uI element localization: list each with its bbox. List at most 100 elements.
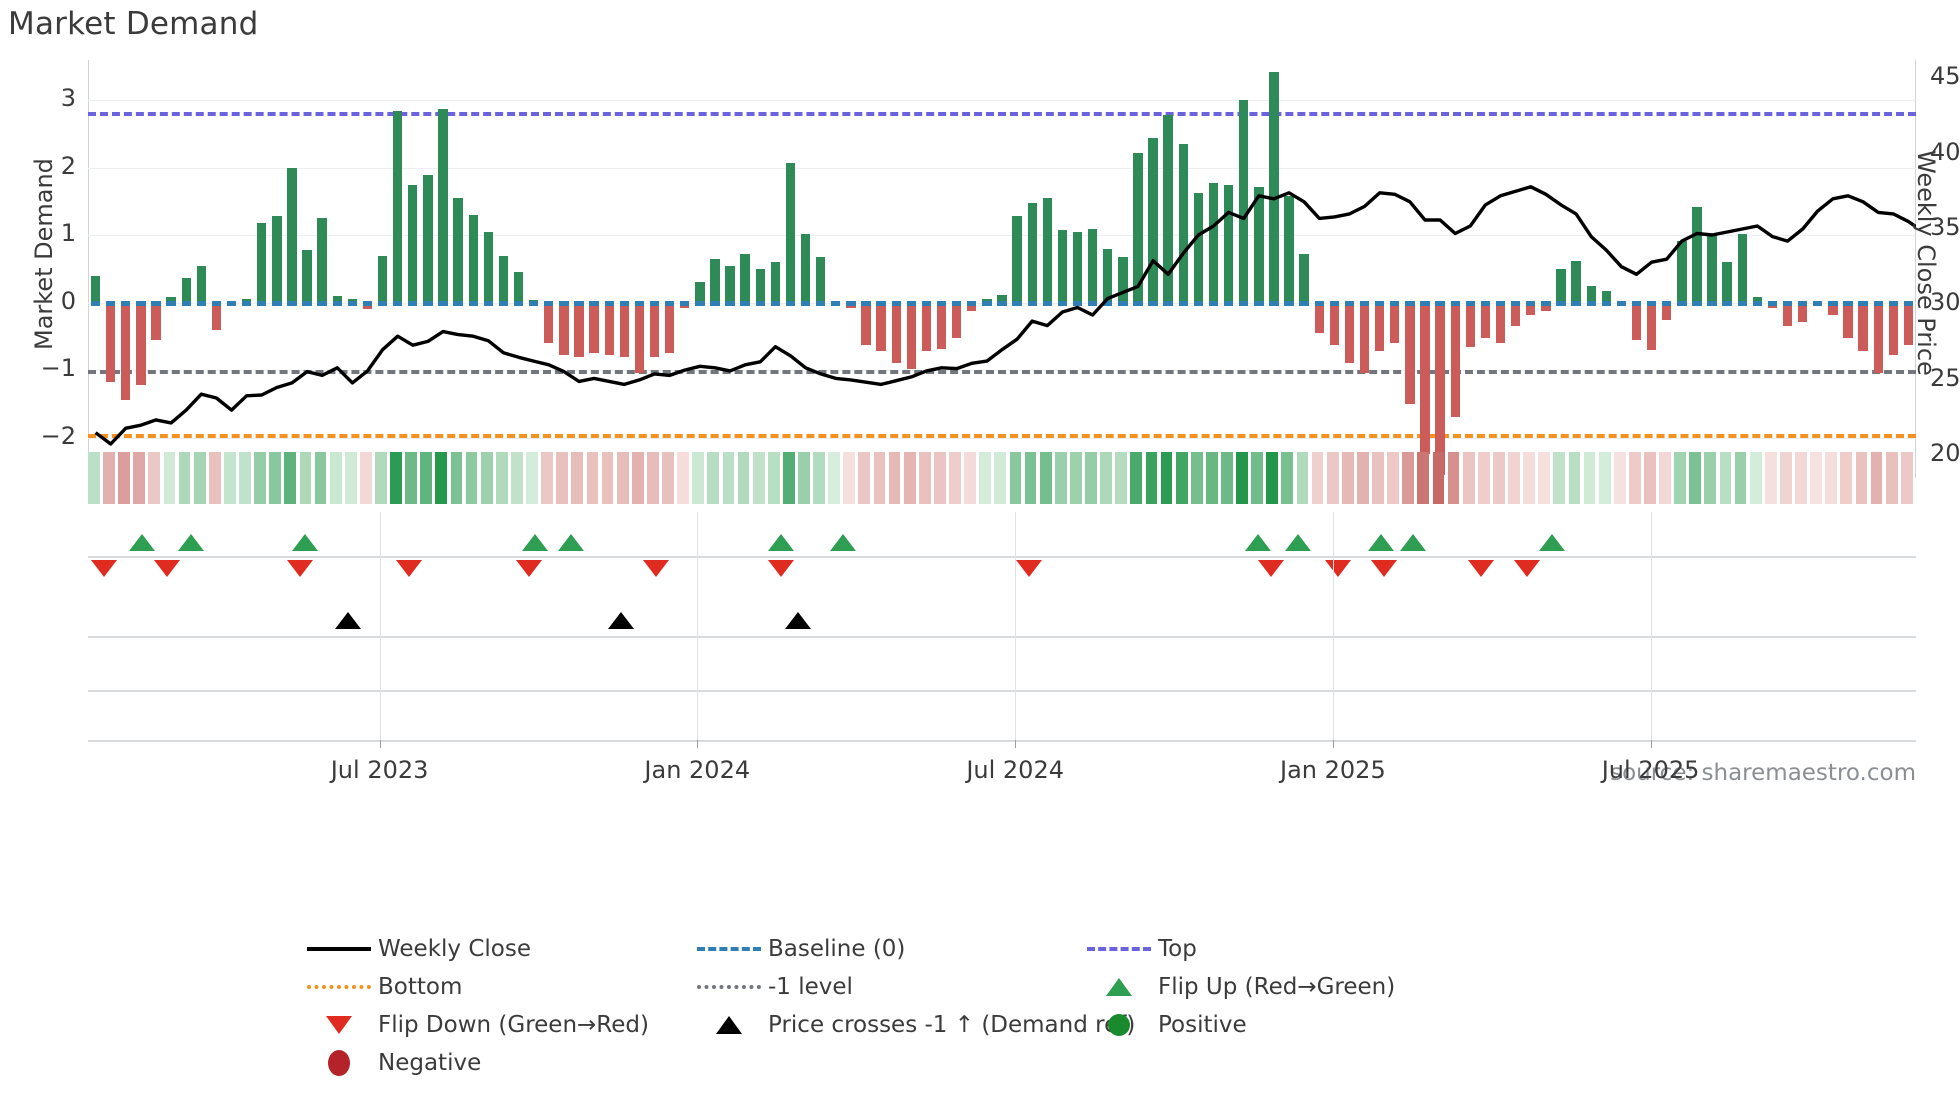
demand-bar — [1314, 302, 1324, 334]
demand-bar — [302, 250, 312, 303]
legend-item[interactable]: Price crosses -1 ↑ (Demand ref) — [690, 1012, 1135, 1038]
demand-bar — [332, 295, 342, 303]
baseline-marker — [1903, 300, 1914, 306]
strip-cell — [1538, 452, 1551, 504]
x-axis-tick-label: Jul 2023 — [330, 756, 429, 784]
demand-bar — [498, 255, 509, 303]
flip-up-marker-icon — [557, 534, 584, 551]
lower-gridline — [88, 690, 1916, 692]
demand-bar — [876, 302, 886, 352]
demand-bar — [272, 216, 282, 303]
baseline-marker — [468, 300, 478, 306]
strip-cell — [1100, 452, 1112, 504]
strip-cell — [1734, 452, 1747, 504]
flip-up-marker-icon — [1285, 534, 1312, 551]
legend-item[interactable]: Negative — [300, 1050, 690, 1076]
x-tick-guide — [1332, 512, 1334, 740]
baseline-marker — [1072, 300, 1083, 306]
strip-cell — [344, 452, 357, 504]
legend-item[interactable]: Weekly Close — [300, 936, 690, 962]
baseline-marker — [1208, 300, 1219, 306]
flip-down-marker-icon — [767, 560, 794, 577]
demand-bar — [1435, 302, 1445, 475]
flip-down-marker-icon — [1325, 560, 1352, 577]
demand-bar — [710, 258, 720, 303]
x-tick-mark — [1332, 740, 1334, 748]
baseline-marker — [1027, 300, 1037, 306]
legend-item[interactable]: Baseline (0) — [690, 936, 1080, 962]
baseline-marker — [831, 300, 841, 306]
baseline-marker — [1299, 300, 1309, 306]
legend-item[interactable]: Flip Up (Red→Green) — [1080, 974, 1470, 1000]
baseline-marker — [1465, 300, 1475, 306]
strip-cell — [662, 452, 674, 504]
demand-bar — [1903, 302, 1914, 345]
legend-item[interactable]: -1 level — [690, 974, 1080, 1000]
demand-bar — [1178, 144, 1188, 303]
baseline-marker — [800, 300, 811, 306]
baseline-marker — [528, 300, 539, 306]
strip-cell — [1039, 452, 1052, 504]
strip-cell — [148, 452, 161, 504]
baseline-marker — [951, 300, 962, 306]
strip-cell — [1885, 452, 1898, 504]
baseline-marker — [1858, 300, 1868, 306]
strip-cell — [118, 452, 130, 504]
demand-bar — [1737, 233, 1747, 303]
left-axis-line — [88, 60, 89, 478]
strip-cell — [782, 452, 795, 504]
lower-gridline — [88, 740, 1916, 742]
strip-cell — [616, 452, 629, 504]
x-tick-mark — [697, 740, 699, 748]
demand-bar — [136, 302, 146, 385]
strip-cell — [646, 452, 659, 504]
legend-key — [1080, 978, 1158, 996]
demand-bar — [800, 233, 811, 303]
demand-bar — [725, 265, 735, 303]
baseline-marker — [423, 300, 433, 306]
legend-key — [1080, 1014, 1158, 1036]
demand-bar — [408, 184, 418, 303]
baseline-marker — [1118, 300, 1128, 306]
strip-cell — [1266, 452, 1279, 504]
legend-key — [690, 947, 768, 951]
demand-bar — [1254, 186, 1264, 303]
strip-cell — [1508, 452, 1520, 504]
strip-cell — [677, 452, 689, 504]
demand-bar — [755, 269, 765, 303]
baseline-marker — [1239, 300, 1249, 306]
legend-item[interactable]: Top — [1080, 936, 1470, 962]
strip-cell — [1689, 452, 1702, 504]
baseline-marker — [408, 300, 418, 306]
legend-item[interactable]: Bottom — [300, 974, 690, 1000]
legend-key — [300, 947, 378, 951]
demand-bar — [664, 302, 675, 354]
strip-cell — [556, 452, 569, 504]
x-axis-tick-label: Jan 2024 — [644, 756, 751, 784]
strip-cell — [359, 452, 372, 504]
legend-item[interactable]: Positive — [1080, 1012, 1470, 1038]
baseline-marker — [1677, 300, 1687, 306]
left-axis-tick-label: −2 — [40, 421, 76, 450]
legend-item[interactable]: Flip Down (Green→Red) — [300, 1012, 690, 1038]
strip-cell — [949, 452, 961, 504]
demand-bar — [861, 302, 871, 345]
strip-cell — [1326, 452, 1339, 504]
signal-markers-panel — [88, 512, 1916, 662]
baseline-marker — [1495, 300, 1506, 306]
demand-bar — [1057, 229, 1068, 303]
chart-gridline — [88, 235, 1916, 237]
strip-cell — [239, 452, 251, 504]
strip-cell — [1387, 452, 1400, 504]
demand-bar — [1677, 240, 1687, 303]
demand-bar — [1012, 216, 1022, 303]
baseline-marker — [498, 300, 509, 306]
x-axis-tick-label: Jul 2025 — [1601, 756, 1700, 784]
strip-cell — [1402, 452, 1415, 504]
baseline-marker — [1752, 300, 1763, 306]
strip-cell — [480, 452, 493, 504]
strip-cell — [1719, 452, 1732, 504]
legend-row: Flip Down (Green→Red) Price crosses -1 ↑ … — [300, 1006, 1700, 1044]
legend-row: Weekly Close Baseline (0) Top — [300, 930, 1700, 968]
strip-cell — [1281, 452, 1294, 504]
